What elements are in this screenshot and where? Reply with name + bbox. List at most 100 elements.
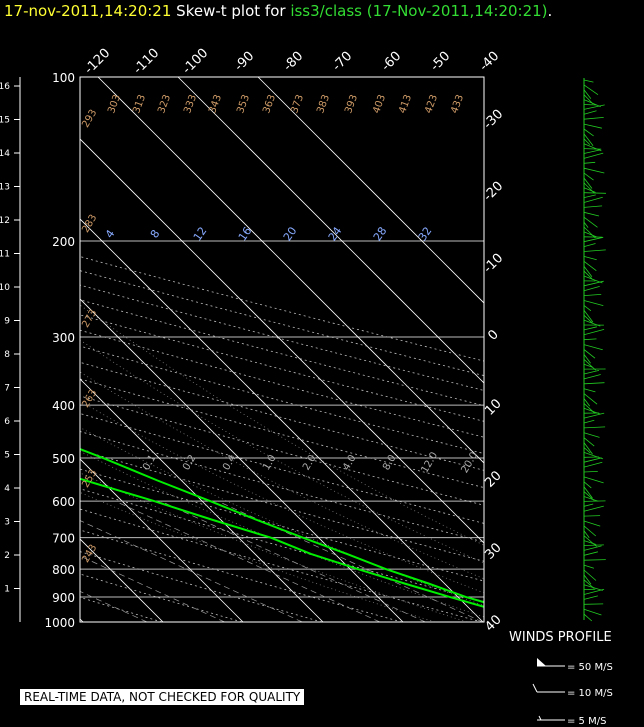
- height-tick-label: 4: [4, 484, 10, 494]
- temperature-top-label: -50: [428, 49, 454, 75]
- dry-adiabat-label: 423: [423, 93, 440, 115]
- wind-barb: [583, 196, 603, 203]
- isotherm: [80, 138, 484, 544]
- wind-legend-label: = 50 M/S: [567, 662, 613, 673]
- moist-adiabat-label: 8: [148, 227, 163, 240]
- dry-adiabat-label: 323: [156, 93, 173, 115]
- wind-barb: [583, 551, 598, 556]
- wind-barb: [583, 329, 605, 336]
- height-tick-label: 5: [4, 451, 10, 461]
- height-tick-label: 3: [4, 518, 10, 528]
- wind-barb: [583, 194, 596, 198]
- pressure-tick-label: 800: [52, 563, 75, 577]
- wind-barb: [583, 432, 600, 438]
- wind-legend-halfbarb: [538, 715, 542, 721]
- temperature-right-label: 20: [482, 468, 504, 490]
- height-tick-label: 2: [4, 551, 10, 561]
- wind-barb: [583, 500, 606, 502]
- wind-barb: [583, 104, 605, 110]
- isotherm: [97, 77, 484, 464]
- wind-barb: [583, 149, 601, 154]
- wind-barb: [583, 172, 594, 181]
- mixing-ratio-label: 8.0: [381, 453, 398, 472]
- wind-barb: [583, 412, 605, 419]
- temperature-top-label: -110: [131, 46, 162, 77]
- wind-barb: [583, 515, 601, 517]
- temperature-right-label: 30: [482, 540, 504, 562]
- dry-adiabat: [80, 284, 484, 391]
- wind-barb: [583, 310, 594, 323]
- wind-barb: [583, 286, 600, 292]
- wind-barb: [583, 231, 598, 238]
- height-tick-label: 9: [4, 317, 10, 327]
- chart-title: 17-nov-2011,14:20:21 Skew-t plot for iss…: [4, 2, 552, 20]
- wind-barb: [583, 226, 596, 239]
- temperature-right-label: -10: [481, 251, 507, 277]
- wind-barb: [583, 338, 597, 341]
- wind-barb: [583, 476, 604, 484]
- dry-adiabat-label: 313: [131, 93, 148, 115]
- pressure-tick-label: 1000: [44, 616, 75, 630]
- wind-barb: [583, 520, 601, 527]
- wind-barb: [583, 588, 605, 595]
- wind-barb: [583, 584, 603, 591]
- title-prefix: Skew-t plot for: [176, 2, 286, 20]
- wind-barb: [583, 148, 602, 150]
- wind-barb: [583, 221, 589, 228]
- pressure-tick-label: 300: [52, 331, 75, 345]
- wind-barb: [583, 79, 594, 83]
- wind-barb: [583, 374, 601, 380]
- plot-frame: [79, 76, 485, 623]
- dry-adiabat-label: 413: [397, 93, 414, 115]
- wind-barb: [583, 574, 592, 585]
- wind-barb: [583, 426, 606, 429]
- temperature-right-label: 0: [485, 327, 501, 343]
- moist-adiabat: [80, 400, 484, 594]
- wind-barb: [583, 256, 597, 261]
- wind-barb: [583, 243, 596, 247]
- temperature-right-label: 10: [482, 396, 504, 418]
- wind-barb: [583, 99, 601, 108]
- wind-barb: [583, 89, 592, 99]
- dry-adiabat-label: 263: [80, 388, 99, 410]
- isotherm: [80, 538, 164, 622]
- dry-adiabat: [80, 468, 484, 582]
- isotherm: [80, 298, 404, 622]
- temperature-profile: [80, 448, 484, 604]
- isotherm: [80, 218, 484, 622]
- temperature-top-label: -120: [82, 46, 113, 77]
- isotherm: [80, 458, 244, 622]
- wind-barb: [583, 461, 603, 468]
- wind-barb: [583, 613, 593, 622]
- dry-adiabat-label: 243: [80, 543, 99, 565]
- wind-barb: [583, 486, 593, 499]
- wind-barb: [583, 236, 604, 243]
- wind-barb: [583, 393, 598, 405]
- dry-adiabat-label: 403: [371, 93, 388, 115]
- wind-barb: [583, 294, 602, 296]
- dry-adiabat-label: 363: [261, 93, 278, 115]
- wind-barb: [583, 452, 604, 460]
- temperature-right-label: -20: [481, 179, 507, 205]
- height-tick-label: 1: [4, 585, 10, 595]
- mixing-ratio-label: 20.0: [460, 450, 481, 475]
- mixing-ratio-label: 0.2: [181, 453, 198, 472]
- mixing-ratio-line: [80, 520, 303, 622]
- height-tick-label: 7: [4, 384, 10, 394]
- dry-adiabat: [80, 431, 484, 543]
- temperature-top-label: -80: [281, 49, 307, 75]
- wind-profile-title: WINDS PROFILE: [509, 630, 612, 645]
- height-tick-label: 13: [0, 183, 10, 193]
- dry-adiabat-label: 303: [106, 93, 123, 115]
- dry-adiabat-label: 353: [235, 93, 252, 115]
- pressure-tick-label: 400: [52, 399, 75, 413]
- wind-barb: [583, 326, 597, 331]
- pressure-tick-label: 500: [52, 452, 75, 466]
- dry-adiabat-label: 373: [289, 93, 306, 115]
- wind-barb: [583, 167, 605, 174]
- wind-barb: [583, 545, 602, 551]
- wind-barb: [583, 398, 591, 407]
- height-tick-label: 8: [4, 350, 10, 360]
- wind-legend-flag: [537, 658, 546, 666]
